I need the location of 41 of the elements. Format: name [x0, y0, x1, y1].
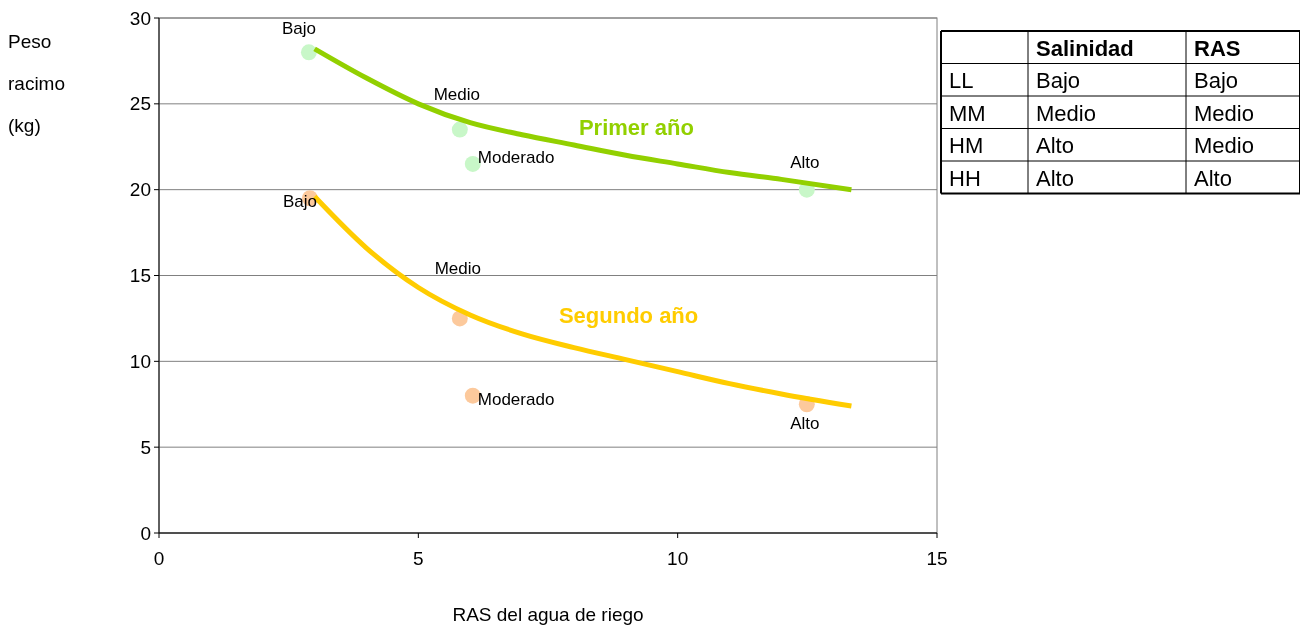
point: [464, 155, 481, 172]
text: Medio: [1036, 100, 1096, 126]
point: [451, 121, 468, 138]
text: Salinidad: [1036, 35, 1134, 61]
y-tick-label: 30: [129, 7, 151, 29]
series-label: Primer año: [578, 115, 694, 141]
y-tick-label: 5: [140, 436, 151, 458]
x-tick-label: 5: [413, 548, 424, 569]
annotation: Bajo: [281, 19, 316, 39]
y-tick-label: 20: [129, 179, 151, 201]
point: [300, 44, 317, 61]
text: Bajo: [1194, 68, 1239, 93]
y-tick-label: 10: [129, 350, 151, 372]
x-axis-title: RAS del agua de riego: [452, 604, 644, 625]
annotation: Alto: [790, 414, 820, 434]
text: LL: [949, 68, 974, 93]
text: Alto: [1036, 133, 1074, 158]
text: Alto: [1036, 165, 1074, 191]
text: RAS: [1194, 35, 1241, 61]
y-axis-title: Peso racimo (kg): [8, 31, 66, 136]
series-label: Segundo año: [558, 302, 699, 328]
x-tick-label: 10: [667, 548, 689, 569]
y-tick-label: 15: [129, 265, 151, 287]
text: HH: [949, 165, 981, 191]
text: Alto: [1194, 165, 1232, 191]
x-tick-label: 15: [926, 548, 948, 569]
y-tick-label: 25: [129, 93, 151, 115]
text: Bajo: [1036, 68, 1081, 93]
annotation: Alto: [790, 152, 820, 172]
annotation: Moderado: [477, 389, 555, 409]
text: HM: [949, 133, 984, 158]
annotation: Medio: [434, 259, 481, 279]
text: Medio: [1194, 133, 1254, 158]
text: Medio: [1194, 100, 1254, 126]
annotation: Bajo: [282, 192, 317, 212]
annotation: Medio: [433, 84, 480, 104]
annotation: Moderado: [477, 147, 555, 167]
text: MM: [949, 100, 986, 126]
point: [464, 387, 481, 404]
x-tick-label: 0: [153, 548, 165, 569]
y-tick-label: 0: [140, 522, 151, 544]
